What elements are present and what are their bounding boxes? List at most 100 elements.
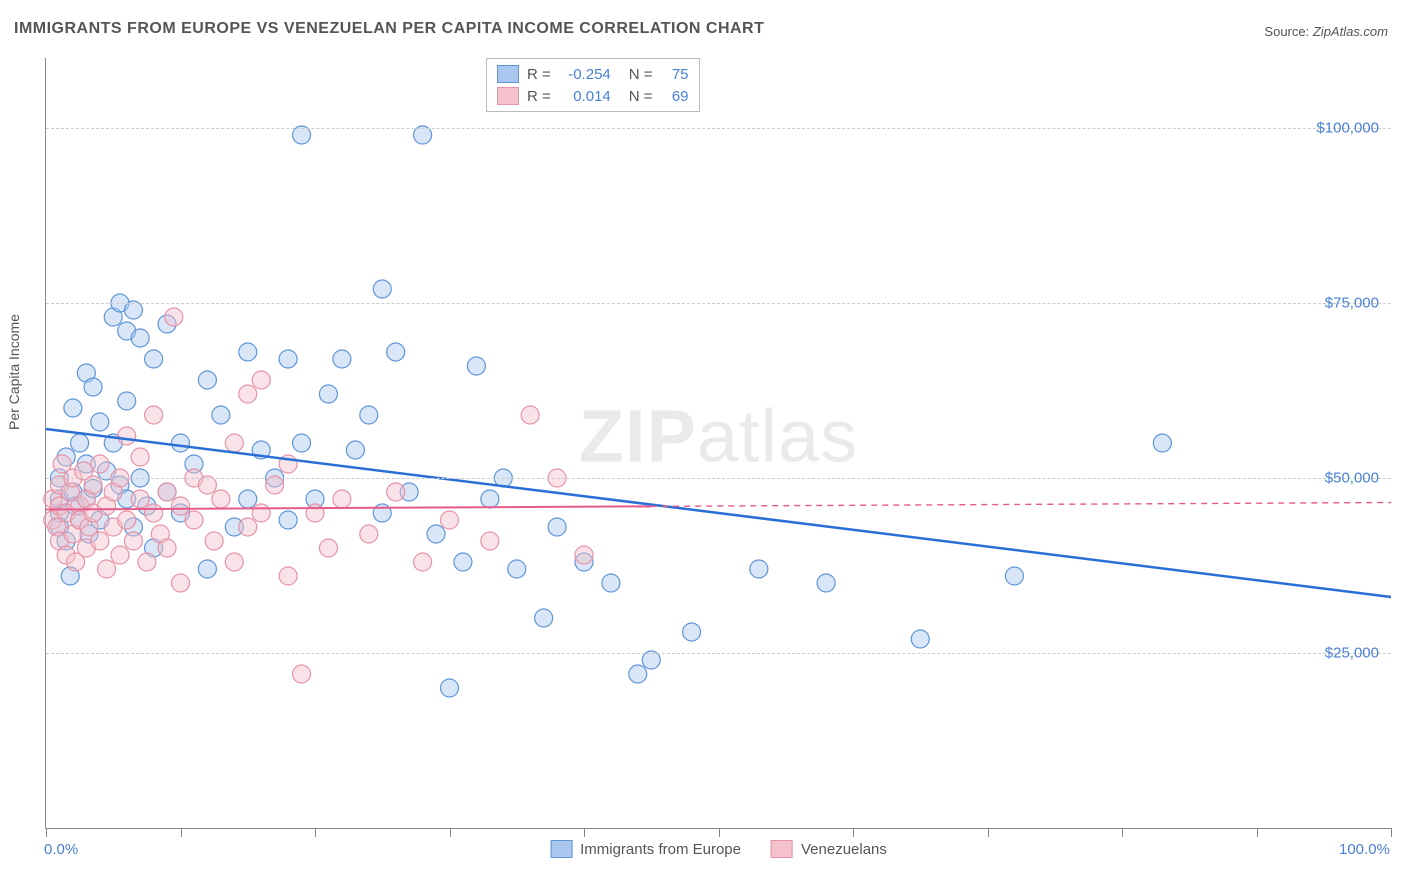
data-point — [817, 574, 835, 592]
data-point — [373, 280, 391, 298]
data-point — [683, 623, 701, 641]
legend-item: Immigrants from Europe — [550, 840, 741, 858]
data-point — [225, 553, 243, 571]
data-point — [185, 511, 203, 529]
x-tick — [181, 828, 182, 837]
source-value: ZipAtlas.com — [1313, 24, 1388, 39]
source-attribution: Source: ZipAtlas.com — [1264, 24, 1388, 39]
data-point — [131, 448, 149, 466]
data-point — [145, 406, 163, 424]
data-point — [481, 490, 499, 508]
data-point — [84, 378, 102, 396]
y-tick-label: $100,000 — [1316, 120, 1379, 137]
trend-line — [46, 429, 1391, 597]
correlation-stats-box: R =-0.254N =75R =0.014N =69 — [486, 58, 700, 112]
y-axis-label: Per Capita Income — [6, 314, 22, 430]
x-tick — [450, 828, 451, 837]
data-point — [118, 427, 136, 445]
data-point — [252, 504, 270, 522]
legend-label: Immigrants from Europe — [580, 841, 741, 858]
x-tick — [315, 828, 316, 837]
scatter-plot-svg — [46, 58, 1391, 828]
source-label: Source: — [1264, 24, 1309, 39]
data-point — [118, 392, 136, 410]
data-point — [454, 553, 472, 571]
data-point — [145, 350, 163, 368]
x-tick — [46, 828, 47, 837]
data-point — [1005, 567, 1023, 585]
data-point — [602, 574, 620, 592]
data-point — [387, 483, 405, 501]
data-point — [172, 434, 190, 452]
data-point — [91, 532, 109, 550]
data-point — [548, 518, 566, 536]
legend-swatch — [771, 840, 793, 858]
x-tick — [719, 828, 720, 837]
data-point — [414, 553, 432, 571]
x-tick — [1391, 828, 1392, 837]
data-point — [131, 329, 149, 347]
x-tick — [853, 828, 854, 837]
series-legend: Immigrants from Europe Venezuelans — [550, 840, 887, 858]
data-point — [629, 665, 647, 683]
data-point — [373, 504, 391, 522]
plot-area: ZIPatlas R =-0.254N =75R =0.014N =69 Imm… — [45, 58, 1391, 829]
data-point — [293, 434, 311, 452]
data-point — [198, 371, 216, 389]
data-point — [360, 525, 378, 543]
gridline — [46, 478, 1391, 479]
data-point — [239, 343, 257, 361]
data-point — [319, 385, 337, 403]
x-tick-label: 0.0% — [44, 841, 78, 858]
chart-title: IMMIGRANTS FROM EUROPE VS VENEZUELAN PER… — [14, 20, 764, 38]
data-point — [1153, 434, 1171, 452]
y-tick-label: $25,000 — [1325, 645, 1379, 662]
data-point — [158, 539, 176, 557]
data-point — [441, 679, 459, 697]
data-point — [306, 504, 324, 522]
data-point — [387, 343, 405, 361]
data-point — [239, 490, 257, 508]
data-point — [91, 413, 109, 431]
data-point — [172, 574, 190, 592]
x-tick — [988, 828, 989, 837]
data-point — [91, 455, 109, 473]
data-point — [165, 308, 183, 326]
data-point — [131, 490, 149, 508]
chart-container: IMMIGRANTS FROM EUROPE VS VENEZUELAN PER… — [0, 0, 1406, 892]
data-point — [212, 490, 230, 508]
legend-label: Venezuelans — [801, 841, 887, 858]
data-point — [205, 532, 223, 550]
data-point — [346, 441, 364, 459]
data-point — [279, 567, 297, 585]
data-point — [225, 434, 243, 452]
trend-line-extrapolated — [651, 503, 1391, 507]
series-swatch — [497, 65, 519, 83]
stats-row: R =-0.254N =75 — [497, 63, 689, 85]
data-point — [441, 511, 459, 529]
data-point — [198, 560, 216, 578]
data-point — [319, 539, 337, 557]
y-tick-label: $50,000 — [1325, 470, 1379, 487]
legend-item: Venezuelans — [771, 840, 887, 858]
data-point — [333, 350, 351, 368]
series-swatch — [497, 87, 519, 105]
x-tick — [1257, 828, 1258, 837]
y-tick-label: $75,000 — [1325, 295, 1379, 312]
stat-r-value: -0.254 — [559, 66, 611, 83]
data-point — [212, 406, 230, 424]
data-point — [279, 511, 297, 529]
data-point — [535, 609, 553, 627]
data-point — [111, 546, 129, 564]
data-point — [575, 546, 593, 564]
x-tick — [1122, 828, 1123, 837]
data-point — [481, 532, 499, 550]
data-point — [360, 406, 378, 424]
stats-row: R =0.014N =69 — [497, 85, 689, 107]
data-point — [98, 560, 116, 578]
gridline — [46, 128, 1391, 129]
data-point — [252, 371, 270, 389]
stat-n-value: 75 — [661, 66, 689, 83]
stat-n-label: N = — [629, 66, 653, 83]
x-tick-label: 100.0% — [1339, 841, 1390, 858]
